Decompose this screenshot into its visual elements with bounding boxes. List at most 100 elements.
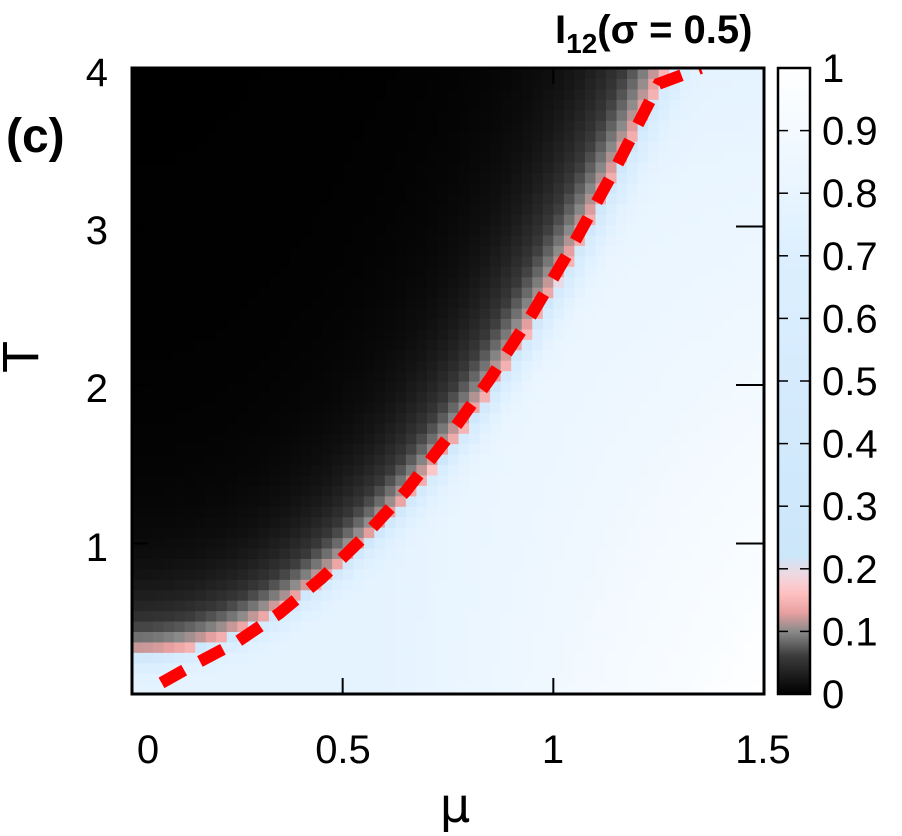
heatmap-cell xyxy=(679,610,691,622)
heatmap-cell xyxy=(490,485,502,497)
heatmap-cell xyxy=(216,245,228,257)
heatmap-cell xyxy=(416,401,428,413)
heatmap-cell xyxy=(490,318,502,330)
heatmap-cell xyxy=(416,182,428,194)
heatmap-cell xyxy=(606,287,618,299)
heatmap-cell xyxy=(216,68,228,80)
heatmap-cell xyxy=(690,495,702,507)
heatmap-cell xyxy=(132,68,144,80)
heatmap-cell xyxy=(195,422,207,434)
heatmap-cell xyxy=(448,88,460,100)
heatmap-cell xyxy=(300,620,312,632)
heatmap-cell xyxy=(226,631,238,643)
heatmap-cell xyxy=(742,68,755,80)
heatmap-cell xyxy=(142,234,154,246)
heatmap-cell xyxy=(469,78,481,90)
heatmap-cell xyxy=(258,109,270,121)
heatmap-cell xyxy=(300,474,312,486)
heatmap-cell xyxy=(627,224,639,236)
heatmap-cell xyxy=(574,339,586,351)
heatmap-cell xyxy=(226,589,238,601)
heatmap-cell xyxy=(679,276,691,288)
heatmap-cell xyxy=(690,401,702,413)
heatmap-cell xyxy=(342,401,354,413)
heatmap-cell xyxy=(132,506,144,518)
heatmap-cell xyxy=(448,120,460,132)
heatmap-cell xyxy=(627,68,639,80)
heatmap-cell xyxy=(521,506,533,518)
heatmap-cell xyxy=(753,620,764,632)
heatmap-cell xyxy=(374,297,386,309)
heatmap-cell xyxy=(342,589,354,601)
heatmap-cell xyxy=(374,454,386,466)
heatmap-cell xyxy=(563,589,575,601)
heatmap-cell xyxy=(226,662,238,674)
heatmap-cell xyxy=(648,673,660,685)
heatmap-cell xyxy=(237,370,249,382)
heatmap-cell xyxy=(690,266,702,278)
heatmap-cell xyxy=(311,537,323,549)
heatmap-cell xyxy=(332,68,344,80)
heatmap-cell xyxy=(542,276,554,288)
heatmap-cell xyxy=(395,245,407,257)
heatmap-cell xyxy=(690,245,702,257)
heatmap-cell xyxy=(290,68,302,80)
heatmap-cell xyxy=(363,88,375,100)
heatmap-cell xyxy=(627,662,639,674)
heatmap-cell xyxy=(279,99,291,111)
heatmap-cell xyxy=(205,297,217,309)
heatmap-cell xyxy=(627,547,639,559)
heatmap-cell xyxy=(584,506,597,518)
heatmap-cell xyxy=(384,120,396,132)
heatmap-cell xyxy=(342,422,354,434)
heatmap-cell xyxy=(426,287,439,299)
heatmap-cell xyxy=(142,182,154,194)
heatmap-cell xyxy=(374,662,386,674)
heatmap-cell xyxy=(742,662,755,674)
heatmap-cell xyxy=(247,464,259,476)
heatmap-cell xyxy=(426,78,439,90)
heatmap-cell xyxy=(753,610,764,622)
heatmap-cell xyxy=(479,662,491,674)
heatmap-cell xyxy=(469,558,481,570)
heatmap-cell xyxy=(268,641,281,653)
heatmap-cell xyxy=(395,109,407,121)
heatmap-cell xyxy=(521,464,533,476)
heatmap-cell xyxy=(595,422,607,434)
heatmap-cell xyxy=(648,464,660,476)
heatmap-cell xyxy=(732,464,744,476)
heatmap-cell xyxy=(563,495,575,507)
heatmap-cell xyxy=(363,318,375,330)
heatmap-cell xyxy=(490,88,502,100)
heatmap-cell xyxy=(648,276,660,288)
heatmap-cell xyxy=(648,234,660,246)
heatmap-cell xyxy=(679,558,691,570)
heatmap-cell xyxy=(542,568,554,580)
heatmap-cell xyxy=(458,224,470,236)
heatmap-cell xyxy=(584,527,597,539)
heatmap-cell xyxy=(595,527,607,539)
heatmap-cell xyxy=(437,109,449,121)
heatmap-cell xyxy=(163,652,175,664)
heatmap-cell xyxy=(153,182,165,194)
heatmap-cell xyxy=(174,683,186,694)
heatmap-cell xyxy=(353,276,365,288)
heatmap-cell xyxy=(279,662,291,674)
heatmap-cell xyxy=(300,120,312,132)
heatmap-cell xyxy=(142,120,154,132)
heatmap-cell xyxy=(163,360,175,372)
heatmap-cell xyxy=(405,68,417,80)
heatmap-cell xyxy=(553,527,565,539)
heatmap-cell xyxy=(595,318,607,330)
colorbar-title-subscript: 12 xyxy=(566,28,597,59)
heatmap-cell xyxy=(490,172,502,184)
heatmap-cell xyxy=(258,620,270,632)
heatmap-cell xyxy=(195,360,207,372)
heatmap-cell xyxy=(690,328,702,340)
heatmap-cell xyxy=(247,673,259,685)
heatmap-cell xyxy=(658,287,670,299)
heatmap-cell xyxy=(174,474,186,486)
heatmap-cell xyxy=(195,391,207,403)
heatmap-cell xyxy=(627,454,639,466)
heatmap-cell xyxy=(469,276,481,288)
